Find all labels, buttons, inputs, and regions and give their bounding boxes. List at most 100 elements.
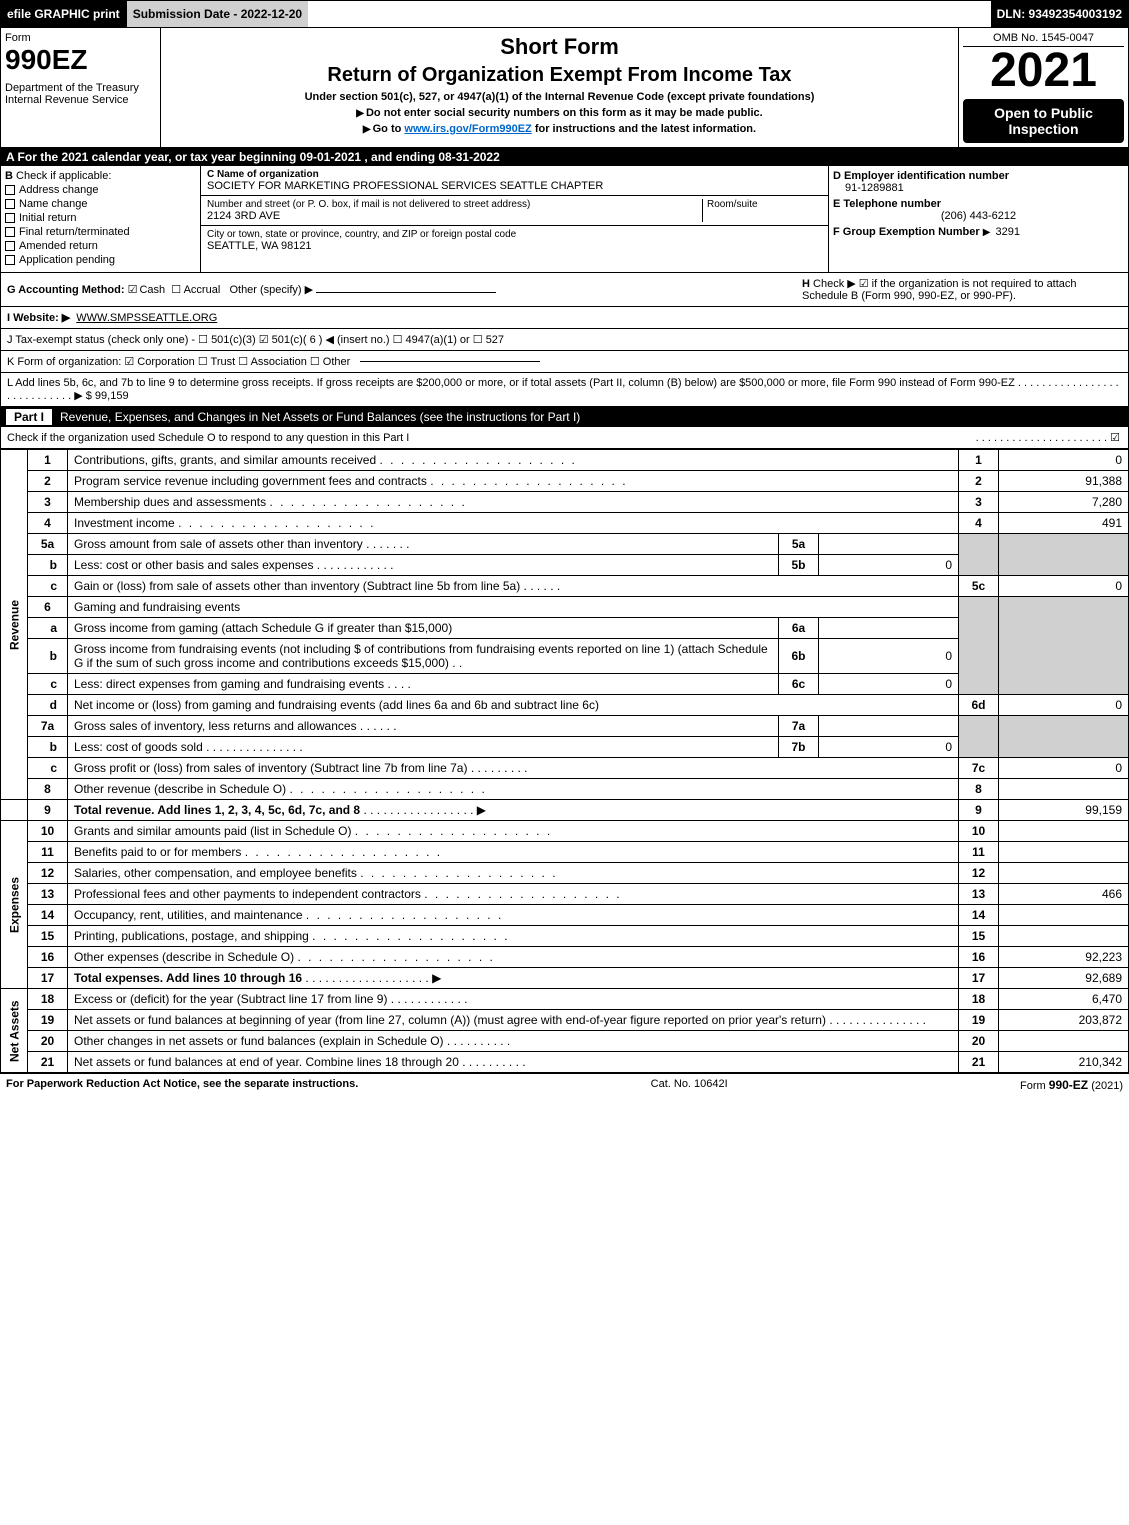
- line-val: 91,388: [999, 471, 1129, 492]
- part-1-check: Check if the organization used Schedule …: [0, 427, 1129, 449]
- line-desc: Other expenses (describe in Schedule O): [74, 950, 294, 964]
- line-num: 15: [28, 926, 68, 947]
- line-num: 3: [28, 492, 68, 513]
- checkbox-final-return[interactable]: [5, 227, 15, 237]
- checkbox-schedule-o[interactable]: [1110, 432, 1122, 444]
- line-ref: 6d: [959, 695, 999, 716]
- line-val: 92,223: [999, 947, 1129, 968]
- line-ref: 16: [959, 947, 999, 968]
- line-val: 6,470: [999, 989, 1129, 1010]
- line-desc: Salaries, other compensation, and employ…: [74, 866, 357, 880]
- line-num: 5a: [28, 534, 68, 555]
- room-label: Room/suite: [707, 199, 822, 210]
- line-val: [999, 905, 1129, 926]
- irs-link[interactable]: www.irs.gov/Form990EZ: [404, 123, 531, 135]
- line-num: 13: [28, 884, 68, 905]
- line-num: 7a: [28, 716, 68, 737]
- line-val: 0: [999, 758, 1129, 779]
- checkbox-application-pending[interactable]: [5, 255, 15, 265]
- line-desc: Other revenue (describe in Schedule O): [74, 782, 286, 796]
- h-text: Check ▶ ☑ if the organization is not req…: [802, 278, 1077, 302]
- line-ref: 14: [959, 905, 999, 926]
- line-ref: 3: [959, 492, 999, 513]
- line-num: b: [28, 555, 68, 576]
- footer-right-post: (2021): [1088, 1080, 1123, 1092]
- checkbox-address-change[interactable]: [5, 185, 15, 195]
- mini-ref: 7a: [779, 716, 819, 737]
- line-desc: Gross income from fundraising events (no…: [74, 642, 768, 670]
- l-text: L Add lines 5b, 6c, and 7b to line 9 to …: [7, 377, 1122, 402]
- city-state-zip: SEATTLE, WA 98121: [207, 240, 822, 252]
- line-ref: 17: [959, 968, 999, 989]
- telephone: (206) 443-6212: [833, 210, 1124, 222]
- section-b-text: Check if applicable:: [16, 170, 111, 182]
- line-num: 8: [28, 779, 68, 800]
- line-ref: 20: [959, 1031, 999, 1052]
- line-val: 210,342: [999, 1052, 1129, 1073]
- org-name: SOCIETY FOR MARKETING PROFESSIONAL SERVI…: [207, 180, 822, 192]
- line-num: 19: [28, 1010, 68, 1031]
- section-a: A For the 2021 calendar year, or tax yea…: [0, 148, 1129, 166]
- line-num: d: [28, 695, 68, 716]
- line-val: 203,872: [999, 1010, 1129, 1031]
- efile-print[interactable]: efile GRAPHIC print: [1, 1, 126, 27]
- footer-right-bold: 990-EZ: [1049, 1078, 1088, 1092]
- line-desc: Investment income: [74, 516, 175, 530]
- short-form-title: Short Form: [171, 34, 948, 60]
- note-goto-post: for instructions and the latest informat…: [532, 123, 756, 135]
- part-1-check-text: Check if the organization used Schedule …: [7, 432, 409, 444]
- line-ref: 18: [959, 989, 999, 1010]
- line-ref: 11: [959, 842, 999, 863]
- mini-val: [819, 618, 959, 639]
- i-label: I Website: ▶: [7, 311, 70, 324]
- line-desc: Gain or (loss) from sale of assets other…: [74, 579, 520, 593]
- mini-ref: 5a: [779, 534, 819, 555]
- line-num: 14: [28, 905, 68, 926]
- note-nossn: Do not enter social security numbers on …: [366, 107, 763, 119]
- line-desc: Gross profit or (loss) from sales of inv…: [74, 761, 467, 775]
- line-num: 10: [28, 821, 68, 842]
- line-val: 0: [999, 450, 1129, 471]
- part-1-header: Part I Revenue, Expenses, and Changes in…: [0, 407, 1129, 427]
- chk-label: Name change: [19, 198, 88, 210]
- open-inspection: Open to Public Inspection: [963, 99, 1124, 143]
- accrual-label: Accrual: [184, 284, 221, 296]
- other-specify-input[interactable]: [316, 292, 496, 293]
- line-val: [999, 926, 1129, 947]
- line-desc: Net income or (loss) from gaming and fun…: [74, 698, 599, 712]
- line-num: 17: [28, 968, 68, 989]
- line-num: b: [28, 737, 68, 758]
- form-label: Form: [5, 32, 156, 44]
- return-title: Return of Organization Exempt From Incom…: [171, 64, 948, 87]
- checkbox-initial-return[interactable]: [5, 213, 15, 223]
- form-header: Form 990EZ Department of the Treasury In…: [0, 28, 1129, 148]
- expenses-side-label: Expenses: [1, 821, 28, 989]
- line-val: [999, 779, 1129, 800]
- line-val: 7,280: [999, 492, 1129, 513]
- k-other-input[interactable]: [360, 361, 540, 362]
- mini-ref: 6a: [779, 618, 819, 639]
- line-desc: Gross income from gaming (attach Schedul…: [74, 621, 452, 635]
- line-num: 11: [28, 842, 68, 863]
- mini-val: 0: [819, 737, 959, 758]
- line-desc: Net assets or fund balances at beginning…: [74, 1013, 826, 1027]
- mini-val: 0: [819, 674, 959, 695]
- checkbox-cash[interactable]: [128, 284, 140, 296]
- line-desc: Grants and similar amounts paid (list in…: [74, 824, 351, 838]
- arrow-icon: [983, 226, 993, 238]
- mini-ref: 6b: [779, 639, 819, 674]
- chk-label: Address change: [19, 184, 99, 196]
- line-ref: 13: [959, 884, 999, 905]
- line-ref: 2: [959, 471, 999, 492]
- checkbox-name-change[interactable]: [5, 199, 15, 209]
- website-link[interactable]: WWW.SMPSSEATTLE.ORG: [76, 312, 217, 324]
- line-val: [999, 1031, 1129, 1052]
- line-ref: 1: [959, 450, 999, 471]
- checkbox-amended-return[interactable]: [5, 241, 15, 251]
- part-1-table: Revenue 1 Contributions, gifts, grants, …: [0, 449, 1129, 1073]
- info-grid: B Check if applicable: Address change Na…: [0, 166, 1129, 273]
- line-ref: 21: [959, 1052, 999, 1073]
- d-label: D Employer identification number: [833, 170, 1124, 182]
- section-g-h: G Accounting Method: Cash ☐ Accrual Othe…: [0, 273, 1129, 307]
- line-desc: Program service revenue including govern…: [74, 474, 427, 488]
